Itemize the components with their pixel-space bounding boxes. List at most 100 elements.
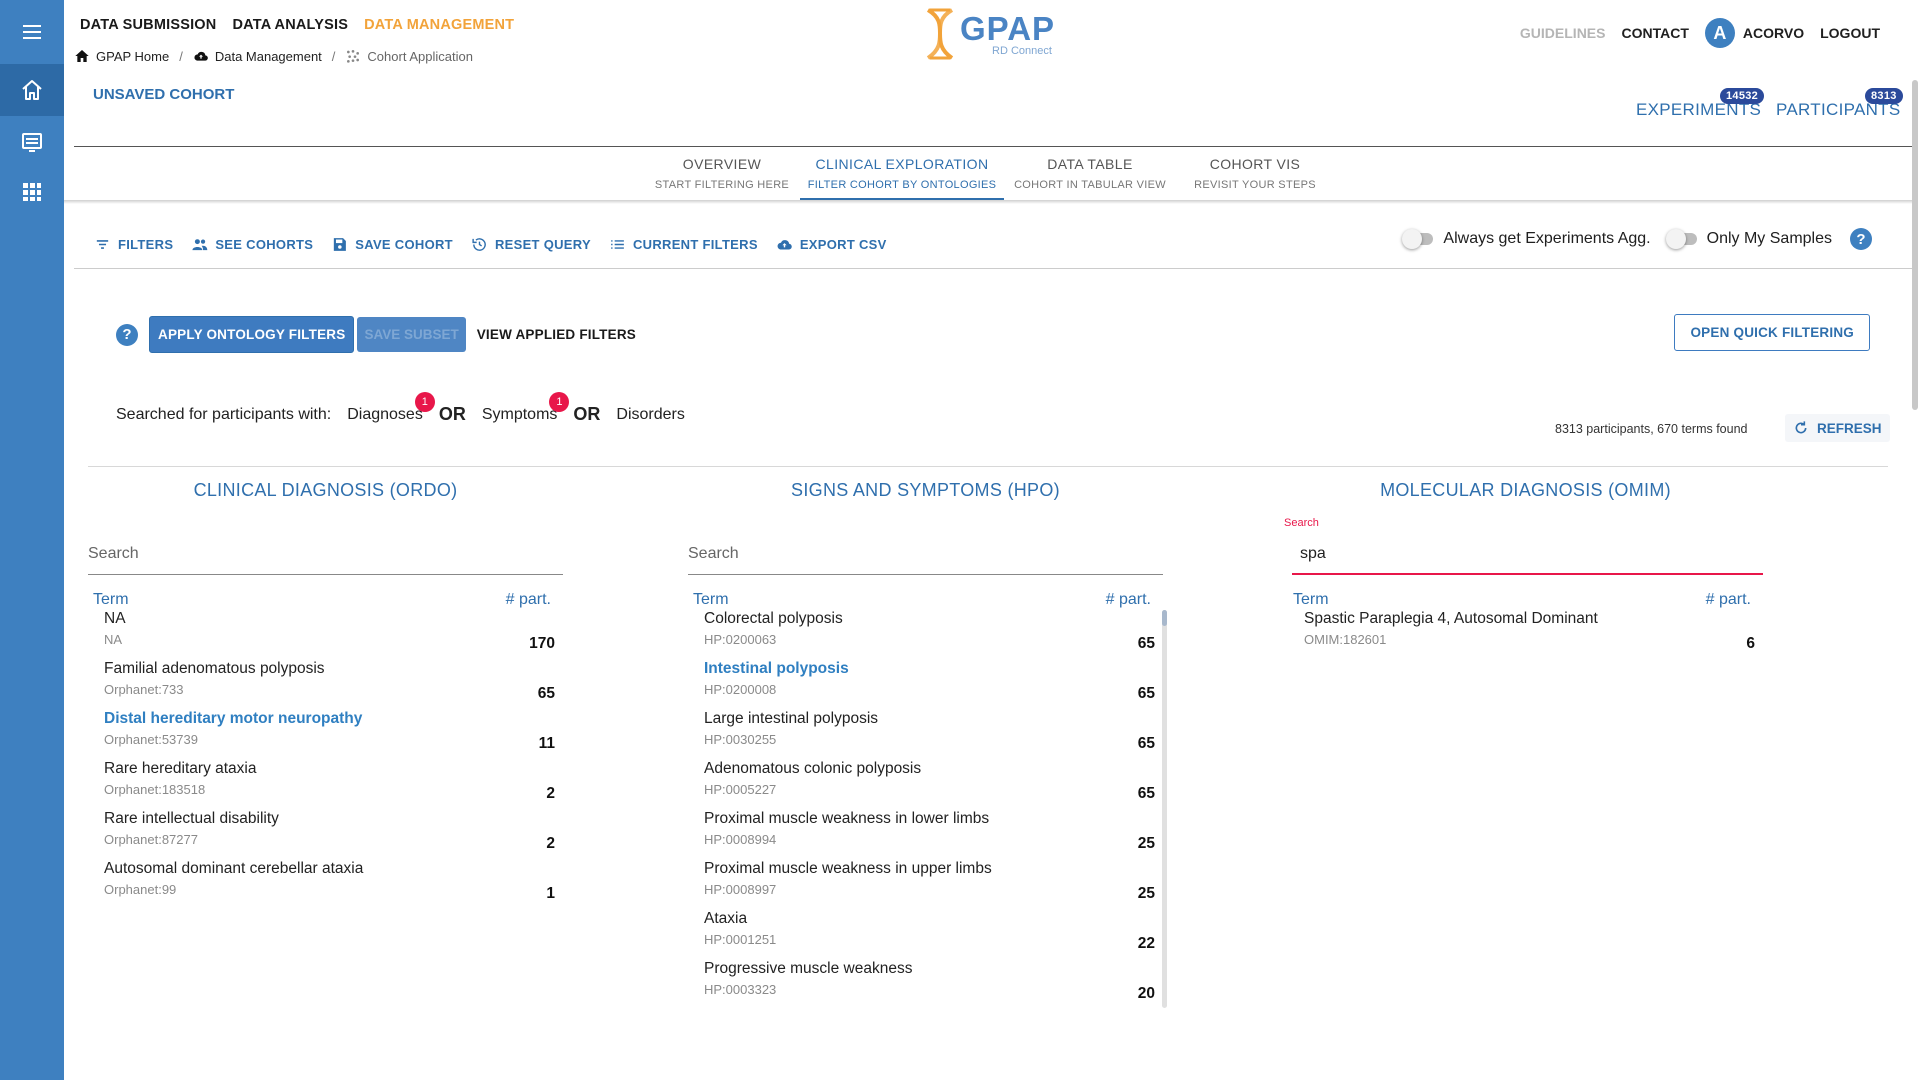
breadcrumb-home[interactable]: GPAP Home: [74, 48, 169, 64]
hpo-search[interactable]: [688, 539, 1163, 575]
filters-button[interactable]: FILTERS: [90, 232, 177, 257]
switch-only-my-samples[interactable]: [1665, 229, 1697, 249]
menu-button[interactable]: [0, 6, 64, 58]
hpo-scrollbar[interactable]: [1162, 610, 1167, 1008]
list-item[interactable]: Large intestinal polyposis HP:0030255 65: [688, 709, 1163, 759]
term-label[interactable]: Familial adenomatous polyposis: [104, 660, 325, 677]
tab-data-table[interactable]: DATA TABLE COHORT IN TABULAR VIEW: [1014, 156, 1166, 191]
term-code: HP:0003323: [704, 982, 777, 997]
list-item[interactable]: Spastic Paraplegia 4, Autosomal Dominant…: [1288, 609, 1763, 659]
term-label[interactable]: Colorectal polyposis: [704, 610, 843, 627]
guidelines-link[interactable]: GUIDELINES: [1519, 25, 1606, 41]
only-my-samples-toggle[interactable]: Only My Samples: [1665, 229, 1832, 249]
term-label[interactable]: NA: [104, 610, 126, 627]
page-scrollbar[interactable]: [1912, 80, 1918, 410]
term-label[interactable]: Distal hereditary motor neuropathy: [104, 710, 363, 727]
term-label[interactable]: Proximal muscle weakness in lower limbs: [704, 810, 990, 827]
save-cohort-button[interactable]: SAVE COHORT: [327, 232, 457, 257]
term-code: HP:0200008: [704, 682, 777, 697]
cohort-title: UNSAVED COHORT: [93, 86, 235, 103]
logout-button[interactable]: LOGOUT: [1820, 25, 1880, 41]
tab-clinical-exploration[interactable]: CLINICAL EXPLORATION FILTER COHORT BY ON…: [800, 150, 1004, 200]
term-label[interactable]: Rare hereditary ataxia: [104, 760, 257, 777]
list-item[interactable]: Adenomatous colonic polyposis HP:0005227 6…: [688, 759, 1163, 809]
term-label[interactable]: Rare intellectual disability: [104, 810, 279, 827]
list-item[interactable]: Colorectal polyposis HP:0200063 65: [688, 609, 1163, 659]
experiments-counter[interactable]: EXPERIMENTS 14532: [1636, 88, 1765, 120]
participants-counter[interactable]: PARTICIPANTS 8313: [1776, 88, 1903, 120]
term-label[interactable]: Spastic Paraplegia 4, Autosomal Dominant: [1304, 610, 1598, 627]
term-label[interactable]: Adenomatous colonic polyposis: [704, 760, 922, 777]
open-quick-filtering-button[interactable]: OPEN QUICK FILTERING: [1674, 314, 1870, 351]
apps-nav-button[interactable]: [0, 166, 64, 218]
list-item[interactable]: NA NA 170: [88, 609, 563, 659]
header-right: GUIDELINES CONTACT A ACORVO LOGOUT: [1520, 18, 1880, 48]
contact-link[interactable]: CONTACT: [1621, 25, 1689, 41]
current-filters-button[interactable]: CURRENT FILTERS: [605, 232, 762, 257]
symptoms-count-badge: 1: [549, 391, 570, 412]
list-item[interactable]: Progressive muscle weakness HP:0003323 20: [688, 959, 1163, 1009]
list-item[interactable]: Proximal muscle weakness in upper limbs H…: [688, 859, 1163, 909]
hpo-search-input[interactable]: [688, 539, 1163, 563]
list-item[interactable]: Distal hereditary motor neuropathy Orphan…: [88, 709, 563, 759]
breadcrumb-data-management[interactable]: Data Management: [193, 48, 322, 64]
help-icon[interactable]: ?: [116, 323, 138, 346]
term-code: OMIM:182601: [1304, 632, 1387, 647]
list-item[interactable]: Rare intellectual disability Orphanet:872…: [88, 809, 563, 859]
apply-ontology-filters-button[interactable]: APPLY ONTOLOGY FILTERS: [149, 316, 355, 353]
experiments-agg-toggle[interactable]: Always get Experiments Agg.: [1402, 229, 1651, 249]
see-cohorts-button[interactable]: SEE COHORTS: [187, 232, 317, 257]
list-item[interactable]: Familial adenomatous polyposis Orphanet:7…: [88, 659, 563, 709]
list-item[interactable]: Intestinal polyposis HP:0200008 65: [688, 659, 1163, 709]
term-code: NA: [104, 632, 123, 647]
nav-data-management[interactable]: DATA MANAGEMENT: [364, 17, 515, 33]
filter-icon: [96, 240, 109, 249]
list-item[interactable]: Rare hereditary ataxia Orphanet:183518 2: [88, 759, 563, 809]
tab-overview[interactable]: OVERVIEW START FILTERING HERE: [654, 156, 790, 191]
diagnoses-chip[interactable]: Diagnoses 1: [347, 391, 435, 424]
term-label[interactable]: Autosomal dominant cerebellar ataxia: [104, 860, 364, 877]
ordo-search[interactable]: [88, 539, 563, 575]
home-icon: [75, 50, 89, 62]
list-nav-button[interactable]: [0, 116, 64, 168]
term-label[interactable]: Proximal muscle weakness in upper limbs: [704, 860, 992, 877]
tab-cohort-vis[interactable]: COHORT VIS REVISIT YOUR STEPS: [1194, 156, 1316, 191]
export-csv-button[interactable]: EXPORT CSV: [772, 232, 891, 257]
participant-count: 170: [529, 635, 555, 652]
menu-icon: [23, 25, 41, 39]
help-icon[interactable]: ?: [1850, 228, 1872, 250]
term-code: Orphanet:183518: [104, 782, 206, 797]
ordo-search-input[interactable]: [88, 539, 563, 563]
view-applied-filters-button[interactable]: VIEW APPLIED FILTERS: [476, 327, 636, 342]
list-icon: [22, 133, 42, 152]
term-code: HP:0030255: [704, 732, 777, 747]
term-label[interactable]: Ataxia: [704, 910, 748, 927]
omim-search[interactable]: Search: [1284, 517, 1763, 575]
participant-count: 20: [1137, 985, 1155, 1002]
user-name[interactable]: ACORVO: [1742, 25, 1805, 41]
nav-data-submission[interactable]: DATA SUBMISSION: [80, 17, 217, 33]
list-item[interactable]: Autosomal dominant cerebellar ataxia Orph…: [88, 859, 563, 909]
home-nav-button[interactable]: [0, 64, 64, 116]
disorders-chip[interactable]: Disorders: [616, 405, 685, 423]
list-item[interactable]: Proximal muscle weakness in lower limbs H…: [688, 809, 1163, 859]
reset-query-button[interactable]: RESET QUERY: [467, 232, 595, 257]
list-item[interactable]: Ataxia HP:0001251 22: [688, 909, 1163, 959]
switch-experiments-agg[interactable]: [1402, 229, 1434, 249]
ordo-column: CLINICAL DIAGNOSIS (ORDO) Term # part. N…: [88, 480, 563, 909]
term-label[interactable]: Progressive muscle weakness: [704, 960, 913, 977]
logo-subtitle: RD Connect: [992, 45, 1052, 57]
term-label[interactable]: Large intestinal polyposis: [704, 710, 879, 727]
omim-search-input[interactable]: [1292, 539, 1763, 563]
term-label[interactable]: Intestinal polyposis: [704, 660, 849, 677]
hpo-column: SIGNS AND SYMPTOMS (HPO) Term # part. Co…: [688, 480, 1163, 1009]
symptoms-chip[interactable]: Symptoms 1: [482, 391, 570, 424]
refresh-button[interactable]: REFRESH: [1785, 414, 1890, 442]
term-code: HP:0200063: [704, 632, 777, 647]
nav-data-analysis[interactable]: DATA ANALYSIS: [232, 17, 349, 33]
avatar[interactable]: A: [1704, 18, 1735, 48]
diagnoses-count-badge: 1: [414, 391, 435, 412]
gpap-logo[interactable]: GPAP RD Connect: [922, 8, 1062, 60]
or-operator: OR: [573, 404, 601, 424]
scatter-icon: [347, 50, 360, 63]
